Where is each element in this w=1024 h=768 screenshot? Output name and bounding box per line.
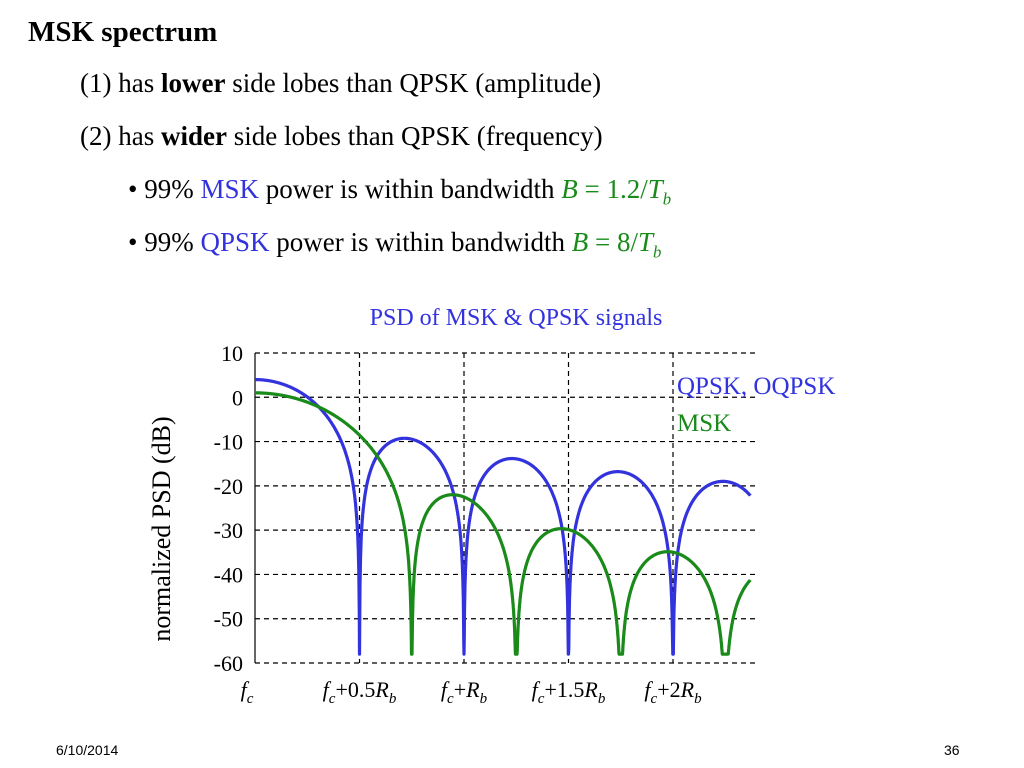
- x-tick-label: fc+Rb: [441, 677, 488, 707]
- y-tick-label: -50: [214, 607, 243, 632]
- legend-entry: MSK: [677, 410, 731, 437]
- series-line-msk: [253, 391, 752, 656]
- y-tick-label: -40: [214, 562, 243, 587]
- point-lower-sidelobes: (1) has lower side lobes than QPSK (ampl…: [80, 68, 602, 98]
- x-tick-label: fc+0.5Rb: [323, 677, 397, 707]
- y-tick-labels: 10 0 -10 -20 -30 -40 -50 -60: [214, 341, 243, 676]
- bullet-msk-bandwidth: • 99% MSK power is within bandwidth B = …: [128, 174, 672, 209]
- y-axis-label: normalized PSD (dB): [147, 416, 176, 641]
- page-number: 36: [944, 742, 960, 758]
- chart-title: PSD of MSK & QPSK signals: [370, 305, 663, 331]
- legend-entry: QPSK, OQPSK: [677, 373, 835, 400]
- series-layer: [253, 378, 752, 656]
- bullet-qpsk-bandwidth: • 99% QPSK power is within bandwidth B =…: [128, 227, 662, 262]
- y-tick-label: 10: [221, 341, 243, 366]
- x-tick-label: fc+2Rb: [644, 677, 702, 707]
- footer-date: 6/10/2014: [56, 742, 119, 758]
- y-tick-label: 0: [232, 385, 243, 410]
- y-tick-label: -30: [214, 518, 243, 543]
- y-tick-label: -20: [214, 474, 243, 499]
- series-line-qpsk: [253, 378, 752, 656]
- x-tick-label: fc: [241, 677, 254, 707]
- y-tick-label: -10: [214, 430, 243, 455]
- y-tick-label: -60: [214, 651, 243, 676]
- x-tick-labels: fc fc+0.5Rb fc+Rb fc+1.5Rb fc+2Rb: [241, 677, 702, 707]
- slide-title: MSK spectrum: [28, 16, 218, 48]
- grid-layer: [254, 352, 755, 664]
- legend: QPSK, OQPSK MSK: [677, 373, 835, 437]
- point-wider-sidelobes: (2) has wider side lobes than QPSK (freq…: [80, 121, 603, 151]
- x-tick-label: fc+1.5Rb: [532, 677, 606, 707]
